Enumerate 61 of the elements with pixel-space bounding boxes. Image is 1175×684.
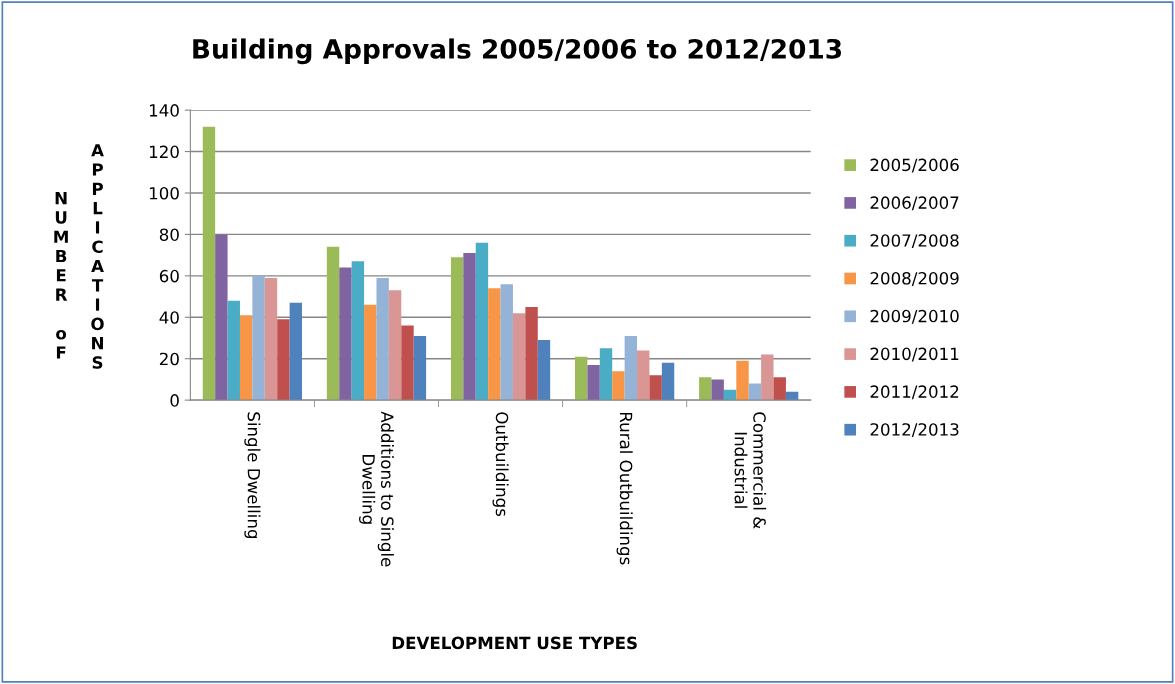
- legend-label: 2012/2013: [870, 423, 959, 438]
- bar: [326, 246, 340, 401]
- bar: [773, 377, 786, 401]
- y-tick-label: 120: [149, 145, 179, 159]
- bar: [339, 267, 352, 401]
- bar: [351, 261, 365, 401]
- x-tick-label: Outbuildings: [492, 412, 509, 517]
- legend-label: 2010/2011: [870, 347, 959, 362]
- bar: [699, 377, 712, 401]
- bar: [215, 234, 228, 401]
- bar: [401, 325, 414, 401]
- bar: [599, 348, 613, 401]
- bar: [637, 350, 650, 401]
- x-tick-label: Additions to Single Dwelling: [359, 411, 394, 567]
- bar: [612, 371, 625, 401]
- bar: [202, 126, 216, 401]
- bar: [711, 379, 724, 401]
- chart-title: Building Approvals 2005/2006 to 2012/2013: [193, 38, 842, 65]
- y-tick-label: 140: [149, 104, 179, 117]
- bar: [649, 375, 662, 401]
- bar: [537, 340, 551, 401]
- bar: [364, 304, 377, 401]
- legend-label: 2008/2009: [870, 271, 959, 286]
- bar: [661, 362, 675, 401]
- x-tick-label: Single Dwelling: [244, 412, 261, 539]
- legend-label: 2009/2010: [870, 309, 959, 324]
- bar: [388, 290, 402, 401]
- legend-label: 2007/2008: [870, 234, 959, 249]
- text: NUMBER oF APPLICATIONS: [54, 144, 104, 369]
- legend-label: 2006/2007: [870, 196, 959, 211]
- y-tick-label: 100: [149, 186, 179, 200]
- bar: [512, 313, 526, 401]
- bar: [413, 335, 427, 401]
- legend-label: 2005/2006: [870, 158, 959, 173]
- x-tick-label: Rural Outbuildings: [616, 412, 633, 565]
- y-tick-label: 20: [159, 352, 179, 366]
- bar: [277, 319, 290, 401]
- bar: [525, 306, 538, 401]
- y-tick-label: 60: [159, 269, 179, 283]
- x-axis-title: DEVELOPMENT USE TYPES: [392, 636, 637, 650]
- bar: [264, 277, 278, 401]
- bar: [239, 315, 253, 401]
- bar: [376, 277, 389, 401]
- bar: [475, 242, 489, 401]
- bar: [488, 288, 501, 401]
- bar: [289, 302, 303, 401]
- y-tick-label: 80: [159, 228, 179, 241]
- bar: [450, 257, 464, 401]
- bar: [624, 335, 638, 401]
- legend-label: 2011/2012: [870, 385, 959, 400]
- x-tick-label: Commercial & Industrial: [734, 412, 767, 529]
- y-tick-label: 0: [170, 394, 179, 407]
- bar: [500, 284, 513, 401]
- bar: [575, 356, 588, 401]
- bar: [736, 360, 749, 401]
- bar: [252, 275, 265, 401]
- bar: [761, 354, 774, 401]
- bar: [227, 300, 240, 401]
- y-tick-label: 40: [159, 311, 179, 324]
- bar: [463, 253, 476, 401]
- bar: [587, 364, 600, 401]
